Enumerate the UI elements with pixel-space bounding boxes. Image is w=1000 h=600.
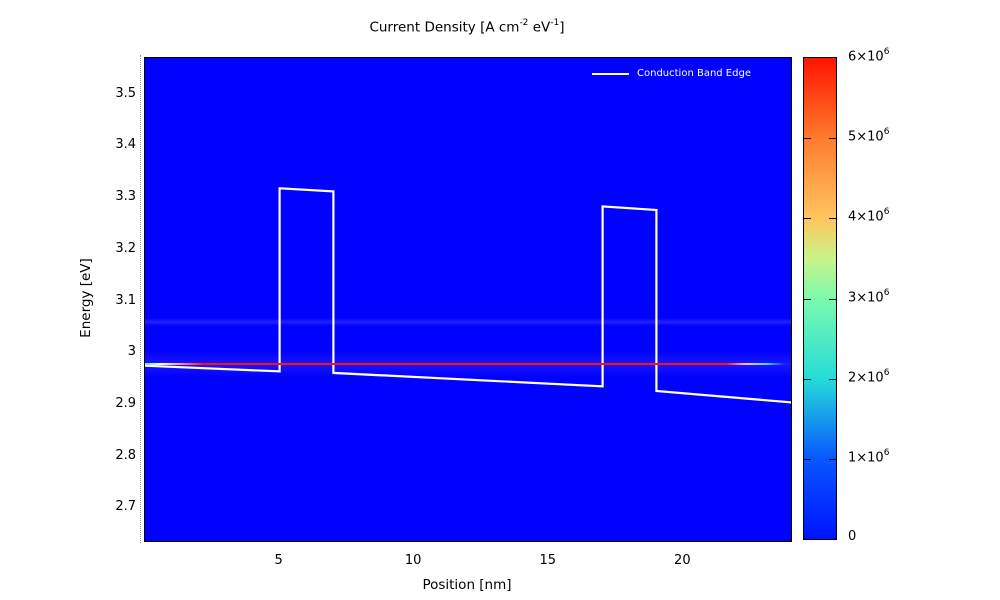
colorbar-tick-label: 4×106 <box>848 207 890 225</box>
chart-title-text-2: eV <box>528 19 551 36</box>
chart-title: Current Density [A cm-2 eV-1] <box>144 18 790 36</box>
colorbar-tick-mark <box>804 138 811 140</box>
colorbar-tick-mark <box>804 218 811 220</box>
legend-label: Conduction Band Edge <box>637 68 751 79</box>
colorbar <box>803 57 837 540</box>
colorbar-tick-label: 0 <box>848 529 857 544</box>
colorbar-tick-mark <box>829 138 836 140</box>
colorbar-tick-label: 2×106 <box>848 367 890 385</box>
resonance-current-line <box>145 363 791 366</box>
colorbar-tick-mark <box>804 298 811 300</box>
colorbar-tick-label: 5×106 <box>848 127 890 145</box>
legend-line-sample <box>592 72 629 75</box>
secondary-resonance-band <box>145 318 791 327</box>
colorbar-tick-mark <box>829 378 836 380</box>
y-tick-label: 2.9 <box>115 395 136 411</box>
y-tick-label: 3 <box>127 344 136 360</box>
x-axis-label: Position [nm] <box>422 577 512 593</box>
y-tick-label: 2.7 <box>115 499 136 515</box>
colorbar-tick-mark <box>804 378 811 380</box>
chart-title-text: Current Density [A cm <box>369 19 520 36</box>
legend: Conduction Band Edge <box>592 68 751 79</box>
x-tick-label: 15 <box>539 553 557 568</box>
conduction-band-edge-line <box>145 187 791 404</box>
y-tick-label: 3.4 <box>115 137 136 153</box>
chart-title-sup-2: -1 <box>550 18 560 28</box>
y-axis-dotted-line <box>140 55 141 543</box>
colorbar-tick-label: 3×106 <box>848 287 890 305</box>
x-tick-label: 20 <box>674 553 691 568</box>
y-tick-label: 3.3 <box>115 189 136 205</box>
x-tick-label: 10 <box>404 553 422 568</box>
chart-title-sup-1: -2 <box>519 18 529 28</box>
heatmap-plot-area: Conduction Band Edge <box>144 57 792 542</box>
colorbar-tick-mark <box>829 298 836 300</box>
colorbar-tick-mark <box>804 458 811 460</box>
y-tick-label: 2.8 <box>115 447 136 463</box>
y-tick-label: 3.5 <box>115 85 136 101</box>
colorbar-tick-mark <box>829 218 836 220</box>
colorbar-tick-label: 1×106 <box>848 447 890 466</box>
colorbar-tick-label: 6×106 <box>848 47 890 65</box>
x-tick-label: 5 <box>274 553 283 568</box>
y-tick-label: 3.1 <box>115 292 136 308</box>
y-tick-label: 3.2 <box>115 240 136 256</box>
colorbar-tick-mark <box>829 458 836 460</box>
chart-title-text-3: ] <box>559 19 565 36</box>
